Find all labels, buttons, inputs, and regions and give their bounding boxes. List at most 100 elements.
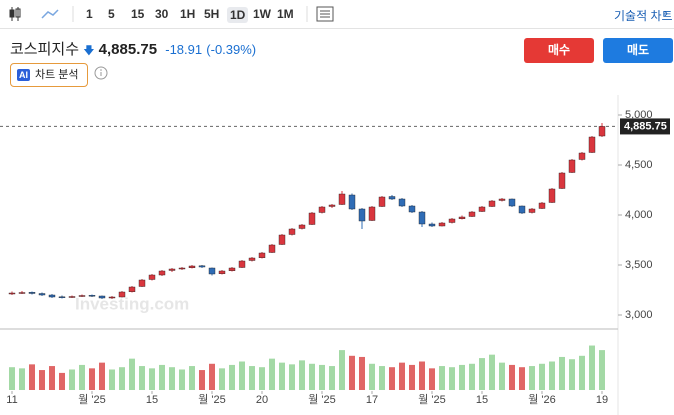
volume-bar	[99, 362, 105, 390]
volume-bar	[69, 369, 75, 390]
change: -18.91	[165, 42, 203, 57]
candle-body	[478, 206, 486, 212]
volume-bar	[599, 350, 605, 390]
candle-body	[98, 295, 106, 299]
chevron: ›	[664, 6, 668, 20]
interval[interactable]: 1W	[253, 7, 271, 21]
candle-body	[498, 198, 506, 201]
x-tick-label: 월 '25	[78, 393, 106, 406]
volume-bar	[449, 367, 455, 390]
x-tick-label: 15	[476, 394, 488, 406]
candle-body	[598, 126, 606, 137]
change-pct: (-0.39%)	[206, 42, 257, 57]
candle-body	[128, 286, 136, 293]
volume-bar	[149, 368, 155, 390]
toolbar: › 1 5 15 30 1H 5H 1D 1W 1M 기술적 차트	[0, 0, 674, 29]
interval[interactable]: 5H	[204, 7, 220, 21]
volume-bar	[329, 366, 335, 390]
candle-body	[438, 222, 446, 227]
volume-bar	[19, 368, 25, 390]
candle-body	[328, 204, 336, 207]
volume-bar	[289, 364, 295, 390]
watermark: Investing.com	[75, 294, 189, 313]
candle-body	[108, 296, 116, 299]
volume-bar	[319, 364, 325, 390]
volume-bar	[589, 345, 595, 390]
interval[interactable]: 30	[155, 7, 169, 21]
volume-bar	[529, 366, 535, 390]
toolbar-icons: ›	[9, 6, 668, 22]
candle-body	[248, 257, 256, 261]
candle-body	[38, 293, 46, 296]
volume-bar	[339, 350, 345, 390]
line-icon[interactable]	[41, 9, 59, 19]
buy-button[interactable]: 매수	[524, 38, 594, 63]
volume-bar	[199, 370, 205, 390]
volume-bar	[459, 364, 465, 390]
candle-body	[558, 172, 566, 189]
volume-bar	[359, 356, 365, 390]
volume-bar	[109, 369, 115, 390]
volume-bar	[119, 367, 125, 390]
volume-bar	[29, 364, 35, 390]
y-tick-label: 3,000	[625, 309, 653, 321]
candle-body	[538, 202, 546, 209]
interval-active[interactable]: 1D	[227, 7, 249, 23]
volume-bar	[369, 363, 375, 390]
candle-body	[268, 244, 276, 253]
candle-body	[308, 212, 316, 225]
candle-body	[228, 267, 236, 271]
candle-body	[518, 205, 526, 214]
volume-bar	[409, 364, 415, 390]
candle-body	[168, 268, 176, 271]
candle-body	[458, 216, 466, 219]
interval[interactable]: 15	[131, 7, 145, 21]
interval[interactable]: 1M	[277, 7, 294, 21]
x-tick-label: 11	[6, 394, 17, 406]
interval[interactable]: 1	[86, 7, 93, 21]
volume-bar	[229, 364, 235, 390]
volume-bar	[579, 355, 585, 390]
technical-chart-link[interactable]: 기술적 차트	[614, 9, 673, 23]
info-icon[interactable]	[94, 66, 108, 80]
candle-body	[88, 294, 96, 297]
candle-body	[348, 194, 356, 210]
volume-bar	[399, 362, 405, 390]
y-tick-label: 4,500	[625, 159, 653, 171]
quote-header: 코스피지수 🡇 4,885.75 -18.91 (-0.39%)	[10, 38, 256, 61]
candle-body	[298, 224, 306, 229]
volume-bar	[59, 372, 65, 390]
candle-body	[388, 196, 396, 200]
volume-bar	[379, 366, 385, 390]
sell-button[interactable]: 매도	[603, 38, 673, 63]
volume-bar	[349, 355, 355, 390]
price: 4,885.75	[98, 41, 158, 58]
volume-bar	[509, 364, 515, 390]
candle-body	[158, 270, 166, 276]
x-tick-label: 20	[256, 394, 268, 406]
candle-body	[398, 198, 406, 207]
chart: Investing.com 3,000 3,500 4,000 4,500 5,000 1…	[0, 95, 670, 415]
volume-bar	[89, 368, 95, 390]
x-tick-label: 월 '26	[528, 393, 556, 406]
candle-body	[188, 265, 196, 268]
layout-icon[interactable]	[316, 6, 334, 22]
volume-bar	[209, 363, 215, 390]
x-tick-label: 17	[366, 394, 378, 406]
interval[interactable]: 1H	[180, 7, 196, 21]
volume-bar	[39, 370, 45, 390]
candle-body	[118, 291, 126, 298]
ai-label: 차트 분석	[35, 69, 79, 81]
candle-icon[interactable]	[9, 7, 21, 21]
volume-bar	[159, 364, 165, 390]
candle-body	[218, 270, 226, 274]
candle-body	[378, 196, 386, 207]
ai-analysis-button[interactable]: AI 차트 분석	[10, 63, 88, 87]
volume-bar	[389, 367, 395, 390]
candle-body	[288, 228, 296, 235]
candle-body	[138, 279, 146, 287]
candle-body	[198, 265, 206, 268]
volume-bar	[469, 363, 475, 390]
interval[interactable]: 5	[108, 7, 115, 21]
candle-body	[238, 260, 246, 268]
